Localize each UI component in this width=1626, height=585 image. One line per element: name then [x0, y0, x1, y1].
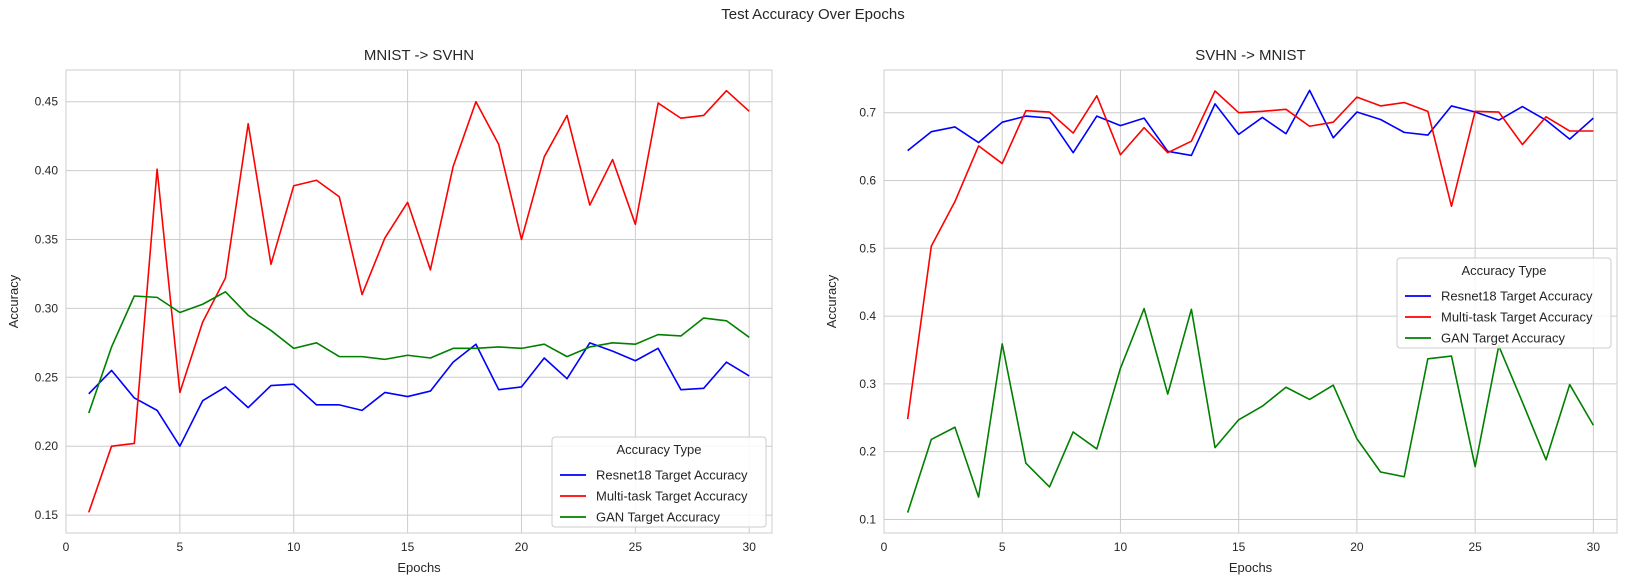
legend-label-1: Resnet18 Target Accuracy — [1441, 289, 1593, 304]
legend-title: Accuracy Type — [616, 442, 701, 457]
x-tick-label: 15 — [1232, 540, 1246, 554]
legend: Accuracy Type Resnet18 Target Accuracy Mul… — [1396, 257, 1612, 349]
x-tick-label: 10 — [287, 540, 301, 554]
figure-title: Test Accuracy Over Epochs — [721, 6, 905, 23]
x-tick-label: 25 — [629, 540, 643, 554]
series-line-1 — [88, 342, 750, 447]
legend-label-1: Resnet18 Target Accuracy — [596, 468, 748, 483]
y-tick-label: 0.25 — [35, 370, 59, 384]
y-tick-label: 0.3 — [859, 377, 876, 391]
legend-label-3: GAN Target Accuracy — [596, 510, 721, 525]
y-tick-label: 0.35 — [35, 232, 59, 246]
y-tick-label: 0.15 — [35, 508, 59, 522]
series-line-3 — [88, 291, 750, 414]
y-axis-label: Accuracy — [6, 274, 21, 328]
subplot-title: MNIST -> SVHN — [364, 47, 474, 64]
x-tick-label: 20 — [515, 540, 529, 554]
y-tick-label: 0.45 — [35, 95, 59, 109]
x-tick-label: 10 — [1114, 540, 1128, 554]
x-tick-label: 15 — [401, 540, 415, 554]
x-tick-label: 0 — [63, 540, 70, 554]
series-line-2 — [88, 89, 750, 513]
y-tick-label: 0.6 — [859, 173, 876, 187]
x-tick-label: 25 — [1468, 540, 1482, 554]
legend: Accuracy Type Resnet18 Target Accuracy Mul… — [551, 436, 767, 528]
x-tick-label: 30 — [1587, 540, 1601, 554]
x-tick-label: 5 — [177, 540, 184, 554]
y-tick-label: 0.2 — [859, 445, 876, 459]
x-tick-label: 5 — [999, 540, 1006, 554]
legend-label-2: Multi-task Target Accuracy — [596, 489, 748, 504]
y-tick-label: 0.1 — [859, 512, 876, 526]
y-tick-label: 0.4 — [859, 309, 876, 323]
legend-label-3: GAN Target Accuracy — [1441, 331, 1566, 346]
y-tick-label: 0.5 — [859, 241, 876, 255]
legend-box — [551, 436, 767, 528]
y-axis-label: Accuracy — [824, 274, 839, 328]
x-tick-label: 20 — [1350, 540, 1364, 554]
series-line-1 — [907, 89, 1594, 157]
plot-frame — [883, 69, 1618, 534]
x-tick-label: 0 — [881, 540, 888, 554]
y-tick-label: 0.20 — [35, 439, 59, 453]
subplot-title: SVHN -> MNIST — [1195, 47, 1305, 64]
plot-frame — [65, 69, 773, 534]
legend-box — [1396, 257, 1612, 349]
series-line-2 — [906, 90, 1594, 420]
subplot-1: 0 5 10 15 20 25 30 0.15 0.20 0.25 0.30 0.35 0.40 0.45… — [6, 47, 773, 575]
y-tick-label: 0.40 — [35, 164, 59, 178]
legend-title: Accuracy Type — [1461, 263, 1546, 278]
subplot-2: 0 5 10 15 20 25 30 0.1 0.2 0.3 0.4 0.5 0.6 0.7 SVHN ->… — [824, 47, 1618, 575]
y-tick-label: 0.7 — [859, 106, 876, 120]
x-axis-label: Epochs — [397, 560, 441, 575]
legend-label-2: Multi-task Target Accuracy — [1441, 310, 1593, 325]
series-line-3 — [906, 307, 1595, 513]
x-tick-label: 30 — [743, 540, 757, 554]
y-tick-label: 0.30 — [35, 301, 59, 315]
x-axis-label: Epochs — [1229, 560, 1273, 575]
